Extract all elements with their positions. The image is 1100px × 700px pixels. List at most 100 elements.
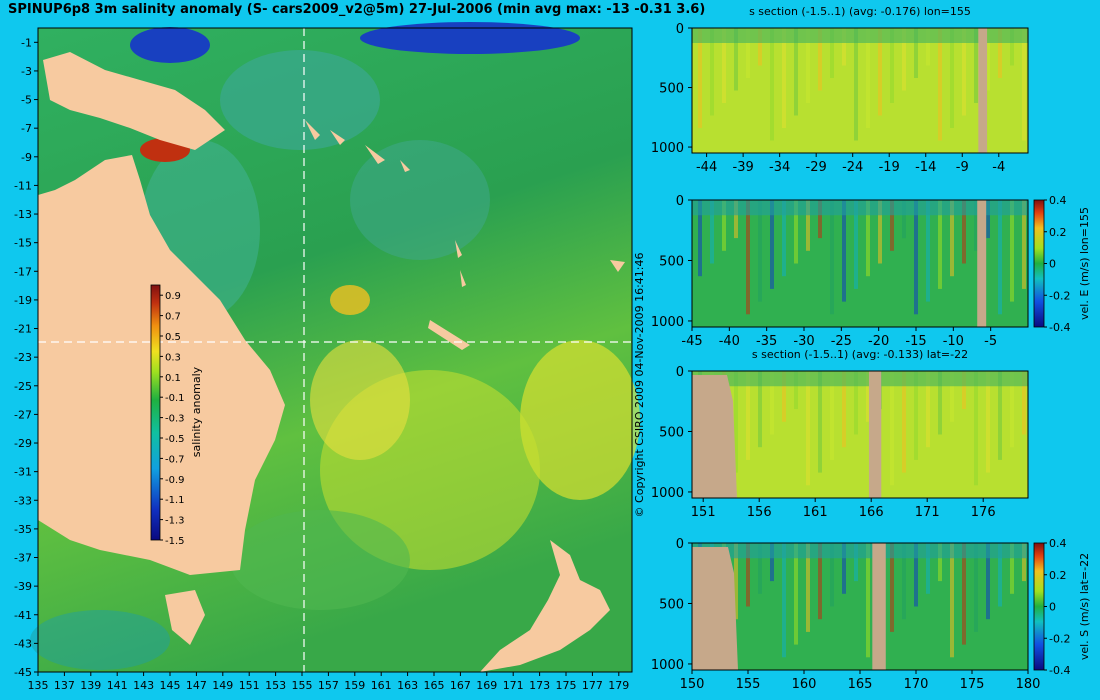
section-stripe (698, 200, 702, 277)
section-stripe (998, 371, 1002, 460)
colorbar-tick-label: 0.3 (165, 352, 181, 363)
section-x-tick-label: -15 (905, 334, 926, 349)
section-panels: s section (-1.5..1) (avg: -0.176) lon=15… (651, 5, 1091, 692)
section-stripe (842, 543, 846, 594)
tasmania (165, 590, 205, 645)
colorbar-tick-label: -0.7 (165, 454, 185, 465)
section-stripe (806, 28, 810, 103)
section-y-tick-label: 500 (659, 597, 684, 612)
map-x-tick-label: 175 (556, 679, 577, 692)
section-surface-layer (692, 200, 1028, 216)
section-y-tick-label: 500 (659, 254, 684, 269)
section-x-tick-label: -44 (696, 160, 717, 175)
section-x-tick-label: -9 (956, 160, 969, 175)
section-stripe (734, 28, 738, 91)
section-stripe (986, 28, 990, 91)
section-stripe (818, 543, 822, 620)
section-colorbar-tick-label: -0.4 (1049, 321, 1070, 334)
section-stripe (938, 543, 942, 582)
section-colorbar-tick-label: 0.4 (1049, 537, 1067, 550)
section-stripe (842, 28, 846, 66)
section-x-tick-label: -34 (769, 160, 790, 175)
section-stripe (1010, 371, 1014, 448)
section-stripe (710, 200, 714, 264)
section-colorbar-tick-label: 0 (1049, 258, 1056, 271)
section-x-tick-label: -35 (756, 334, 777, 349)
section-stripe (818, 200, 822, 239)
section-stripe (734, 200, 738, 239)
map-y-tick-label: -17 (14, 265, 32, 278)
section-stripe (794, 28, 798, 116)
colorbar-tick-label: -1.1 (165, 495, 185, 506)
colorbar-tick-label: -1.5 (165, 536, 185, 547)
section-x-tick-label: -10 (943, 334, 964, 349)
map-y-tick-label: -7 (21, 122, 32, 135)
section-stripe (794, 200, 798, 264)
section-x-tick-label: 156 (747, 505, 772, 520)
section-stripe (914, 543, 918, 607)
section-stripe (806, 543, 810, 632)
colorbar-tick-label: -0.1 (165, 393, 185, 404)
section-stripe (938, 200, 942, 289)
section-stripe (926, 200, 930, 302)
section-stripe (770, 200, 774, 289)
section-land (978, 28, 988, 153)
section-colorbar-tick-label: -0.2 (1049, 289, 1070, 302)
section-stripe (938, 28, 942, 141)
section-coast (692, 547, 738, 670)
map-x-tick-label: 171 (503, 679, 524, 692)
section-colorbar (1033, 199, 1045, 328)
map-x-tick-label: 177 (582, 679, 603, 692)
colorbar-tick-label: -0.5 (165, 434, 185, 445)
colorbar-tick-label: 0.1 (165, 373, 181, 384)
section-colorbar-label: vel. S (m/s) lat=-22 (1078, 553, 1091, 660)
section-stripe (830, 28, 834, 78)
section-stripe (902, 543, 906, 620)
section-title: s section (-1.5..1) (avg: -0.133) lat=-2… (752, 348, 968, 361)
section-x-tick-label: -14 (915, 160, 936, 175)
section-x-tick-label: -45 (681, 334, 702, 349)
section-stripe (998, 543, 1002, 607)
colorbar-tick-label: 0.7 (165, 312, 181, 323)
map-y-tick-label: -45 (14, 666, 32, 679)
section-title: s section (-1.5..1) (avg: -0.176) lon=15… (749, 5, 971, 18)
section-stripe (794, 371, 798, 410)
map-x-tick-label: 149 (212, 679, 233, 692)
colorbar-ticks: 0.9 0.7 0.5 0.3 0.1 -0.1 -0.3 -0.5 -0.7 -0.9 -1.1 -… (160, 291, 185, 547)
section-stripe (854, 28, 858, 141)
map-x-tick-label: 141 (107, 679, 128, 692)
section-x-tick-label: 160 (792, 677, 817, 692)
map-y-tick-label: -27 (14, 408, 32, 421)
s-section-lat-22-panel: s section (-1.5..1) (avg: -0.133) lat=-2… (651, 348, 1029, 520)
section-stripe (974, 28, 978, 103)
section-stripe (794, 543, 798, 645)
section-y-tick-label: 0 (676, 365, 684, 380)
map-x-ticks: 135 137 139 141 143 145 147 149 151 153 155 157 159 1… (28, 672, 629, 692)
section-stripe (854, 200, 858, 289)
section-y-tick-label: 0 (676, 22, 684, 37)
section-stripe (962, 28, 966, 116)
map-y-tick-label: -35 (14, 523, 32, 536)
section-stripe (782, 28, 786, 128)
section-x-tick-label: -24 (842, 160, 863, 175)
map-x-tick-label: 167 (450, 679, 471, 692)
section-surface-layer (692, 543, 1028, 559)
section-stripe (890, 200, 894, 251)
map-land (38, 52, 625, 672)
section-stripe (806, 371, 810, 486)
section-y-tick-label: 1000 (651, 658, 684, 673)
map-y-tick-label: -11 (14, 179, 32, 192)
map-x-tick-label: 157 (318, 679, 339, 692)
map-y-tick-label: -43 (14, 637, 32, 650)
colorbar-tick-label: 0.5 (165, 332, 181, 343)
map-y-tick-label: -23 (14, 351, 32, 364)
section-stripe (854, 543, 858, 582)
section-y-tick-label: 0 (676, 194, 684, 209)
section-x-tick-label: -29 (806, 160, 827, 175)
section-stripe (842, 200, 846, 302)
map-y-tick-label: -1 (21, 36, 32, 49)
map-panel: 135 137 139 141 143 145 147 149 151 153 155 157 159 1… (14, 22, 640, 692)
section-stripe (914, 28, 918, 78)
section-stripe (950, 543, 954, 658)
